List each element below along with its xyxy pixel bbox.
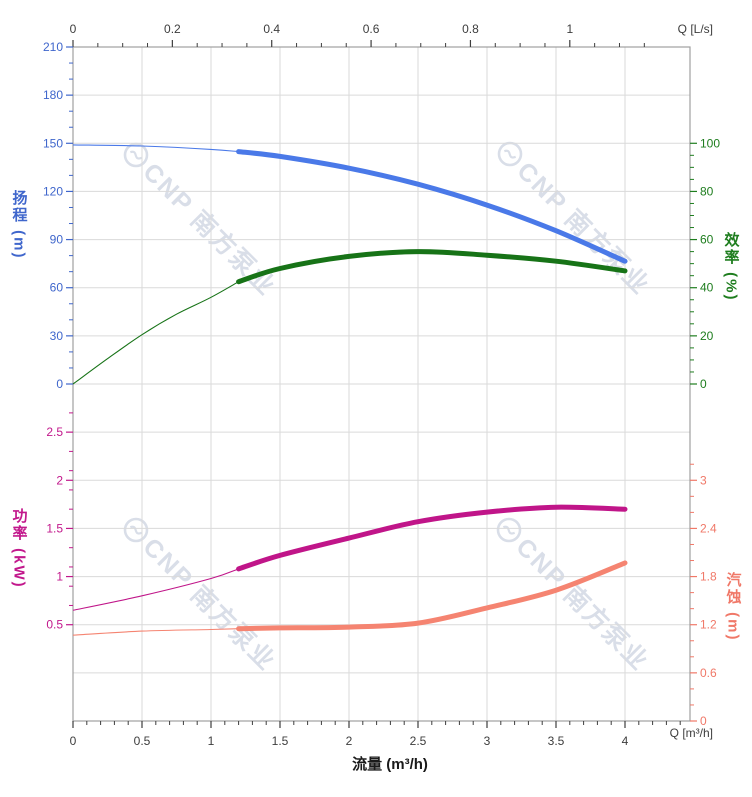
svg-text:2: 2 — [56, 473, 63, 487]
svg-text:0: 0 — [70, 734, 77, 748]
flow-bottom-unit-label: Q [m³/h] — [669, 726, 713, 740]
flow-axis-title: 流量 (m³/h) — [352, 756, 428, 773]
svg-text:1.2: 1.2 — [700, 618, 717, 632]
svg-text:3: 3 — [484, 734, 491, 748]
svg-text:150: 150 — [43, 136, 63, 150]
svg-text:0: 0 — [70, 22, 77, 36]
head-curve — [236, 149, 628, 264]
watermark-layer: CNP 南方泵业 CNP 南方泵业 CNP 南方泵业 CNP 南方泵业 — [123, 141, 656, 677]
svg-text:0.6: 0.6 — [363, 22, 380, 36]
svg-text:120: 120 — [43, 184, 63, 198]
svg-text:210: 210 — [43, 40, 63, 54]
svg-text:2.5: 2.5 — [410, 734, 427, 748]
svg-text:1: 1 — [208, 734, 215, 748]
svg-text:3: 3 — [700, 473, 707, 487]
eff-curve-extended — [72, 281, 239, 385]
svg-text:0: 0 — [56, 377, 63, 391]
svg-text:30: 30 — [50, 329, 64, 343]
svg-text:60: 60 — [700, 233, 714, 247]
power-axis-title: 功率 (kW) — [10, 508, 28, 589]
svg-text:2: 2 — [346, 734, 353, 748]
pow-curve-extended — [72, 568, 239, 611]
curves — [72, 144, 628, 636]
svg-text:80: 80 — [700, 184, 714, 198]
svg-text:20: 20 — [700, 329, 714, 343]
npsh-axis-title: 汽蚀 (m) — [724, 572, 742, 642]
svg-text:3.5: 3.5 — [548, 734, 565, 748]
svg-text:CNP 南方泵业: CNP 南方泵业 — [510, 532, 654, 676]
svg-text:0.4: 0.4 — [263, 22, 280, 36]
svg-text:1: 1 — [56, 570, 63, 584]
svg-text:0.5: 0.5 — [134, 734, 151, 748]
svg-text:1.8: 1.8 — [700, 570, 717, 584]
efficiency-axis-title: 效率 (%) — [722, 232, 740, 302]
svg-text:2.4: 2.4 — [700, 521, 717, 535]
svg-text:1.5: 1.5 — [46, 521, 63, 535]
watermark: CNP 南方泵业 — [497, 141, 656, 301]
eff-curve — [236, 249, 628, 285]
svg-text:100: 100 — [700, 136, 720, 150]
svg-text:CNP 南方泵业: CNP 南方泵业 — [137, 157, 281, 301]
head-curve-extended — [72, 144, 239, 153]
svg-text:1.5: 1.5 — [272, 734, 289, 748]
head-axis-title: 扬程 (m) — [10, 190, 28, 260]
svg-text:60: 60 — [50, 281, 64, 295]
svg-text:0.6: 0.6 — [700, 666, 717, 680]
svg-text:0.5: 0.5 — [46, 618, 63, 632]
svg-text:180: 180 — [43, 88, 63, 102]
svg-text:2.5: 2.5 — [46, 425, 63, 439]
svg-text:0.2: 0.2 — [164, 22, 181, 36]
svg-text:1: 1 — [566, 22, 573, 36]
svg-text:90: 90 — [50, 233, 64, 247]
svg-text:0: 0 — [700, 714, 707, 728]
svg-text:0.8: 0.8 — [462, 22, 479, 36]
flow-top-unit-label: Q [L/s] — [677, 22, 713, 36]
axis-ticks: 0 0.2 0.4 0.6 0.8 10 0.5 1 1.5 2 2.5 3 3.5 4210180150… — [43, 22, 720, 748]
npsh-curve-extended — [72, 628, 239, 636]
npsh-curve — [236, 560, 628, 632]
watermark: CNP 南方泵业 — [496, 517, 655, 677]
pow-curve — [236, 504, 628, 572]
svg-text:CNP 南方泵业: CNP 南方泵业 — [511, 156, 655, 300]
svg-text:4: 4 — [622, 734, 629, 748]
svg-text:CNP 南方泵业: CNP 南方泵业 — [137, 532, 281, 676]
gridlines — [72, 46, 691, 722]
svg-text:40: 40 — [700, 281, 714, 295]
svg-text:0: 0 — [700, 377, 707, 391]
